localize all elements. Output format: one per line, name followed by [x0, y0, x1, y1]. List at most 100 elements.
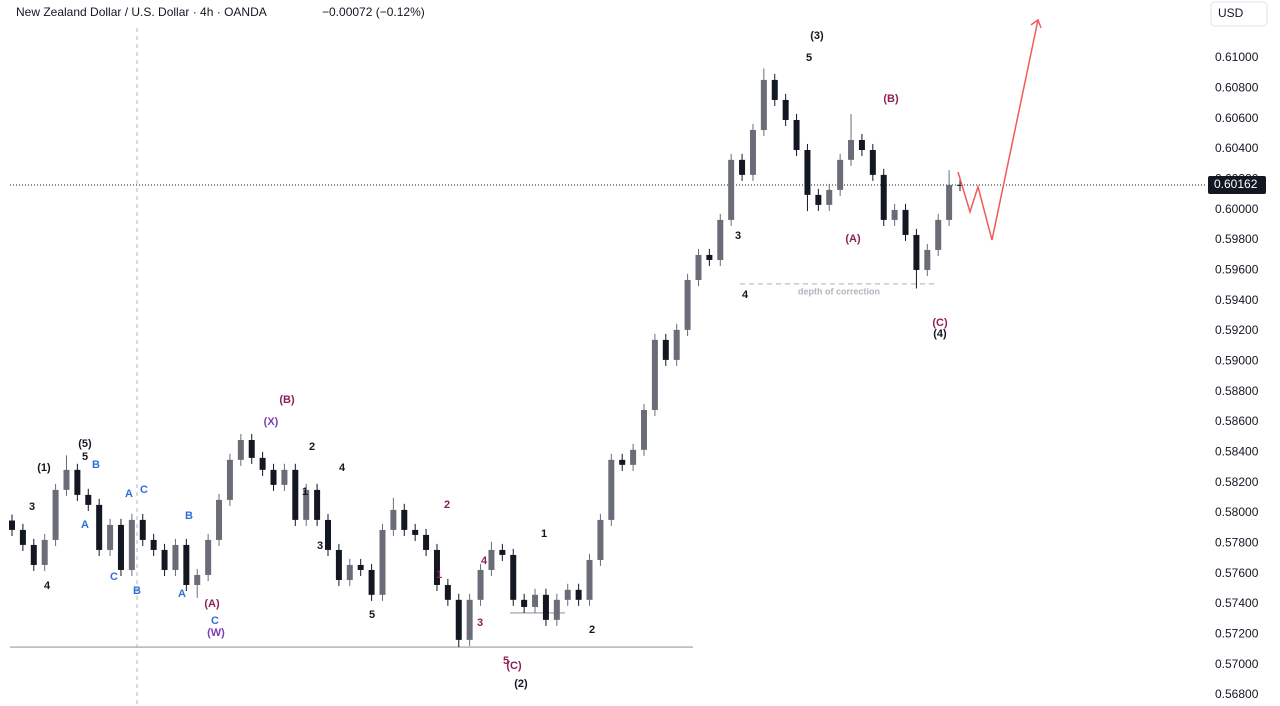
- wave-label: B: [133, 585, 141, 597]
- candle-body: [19, 529, 26, 545]
- candle-body: [532, 594, 539, 607]
- wave-label: C: [140, 484, 148, 496]
- wave-label: B: [92, 459, 100, 471]
- wave-label: 5: [369, 609, 375, 621]
- candle-body: [619, 459, 626, 465]
- candle-body: [575, 589, 582, 600]
- wave-label: (A): [845, 233, 861, 245]
- y-tick-label: 0.58200: [1215, 475, 1259, 489]
- candle-body: [684, 279, 691, 330]
- wave-label: 3: [317, 540, 323, 552]
- wave-label: (1): [37, 462, 51, 474]
- wave-label: 5: [806, 52, 812, 64]
- candle-body: [379, 529, 386, 595]
- wave-label: 4: [481, 555, 488, 567]
- candle-body: [237, 439, 244, 460]
- candle-body: [499, 549, 506, 555]
- candle-body: [433, 549, 440, 585]
- candle-body: [749, 129, 756, 175]
- candle-body: [488, 549, 495, 570]
- candle-body: [41, 539, 48, 565]
- candle-body: [292, 469, 299, 520]
- candle-body: [630, 449, 637, 465]
- candle-body: [30, 544, 37, 565]
- candle-body: [455, 599, 462, 640]
- candle-body: [553, 599, 560, 620]
- candle-body: [804, 149, 811, 195]
- wave-label: (C): [506, 660, 522, 672]
- wave-label: 2: [444, 499, 450, 511]
- wave-label: 2: [589, 624, 595, 636]
- candle-body: [205, 539, 212, 575]
- wave-label: 2: [309, 441, 315, 453]
- candle-body: [477, 569, 484, 600]
- y-tick-label: 0.59600: [1215, 262, 1259, 276]
- y-tick-label: 0.60400: [1215, 141, 1259, 155]
- candle-body: [216, 499, 223, 540]
- wave-label: (C): [932, 317, 948, 329]
- candle-body: [848, 139, 855, 160]
- candle-body: [858, 139, 865, 150]
- y-tick-label: 0.57800: [1215, 535, 1259, 549]
- wave-label: A: [81, 519, 89, 531]
- candle-body: [117, 524, 124, 570]
- candle-body: [9, 520, 15, 530]
- wave-label: (2): [514, 678, 528, 690]
- y-tick-label: 0.57400: [1215, 596, 1259, 610]
- candle-body: [510, 554, 517, 600]
- candle-body: [924, 249, 931, 270]
- y-tick-label: 0.61000: [1215, 50, 1259, 64]
- candle-body: [760, 79, 767, 130]
- candle-body: [880, 174, 887, 220]
- candle-body: [270, 469, 277, 485]
- candle-body: [303, 489, 310, 520]
- wave-label: (W): [207, 627, 225, 639]
- y-tick-label: 0.58800: [1215, 384, 1259, 398]
- candle-body: [902, 209, 909, 235]
- candle-body: [150, 539, 157, 550]
- candle-body: [52, 489, 59, 540]
- candle-body: [226, 459, 233, 500]
- candle-body: [706, 254, 713, 260]
- y-tick-label: 0.60800: [1215, 80, 1259, 94]
- candle-body: [259, 457, 266, 470]
- candle-body: [957, 184, 963, 186]
- candle-body: [346, 564, 353, 580]
- candle-body: [815, 194, 822, 205]
- wave-label: 1: [302, 486, 308, 498]
- currency[interactable]: USD: [1218, 6, 1244, 20]
- wave-label: C: [211, 615, 219, 627]
- candle-body: [139, 519, 146, 540]
- price-tag-label: 0.60162: [1214, 177, 1258, 191]
- candle-body: [586, 559, 593, 600]
- wave-label: (A): [204, 598, 220, 610]
- y-tick-label: 0.58600: [1215, 414, 1259, 428]
- wave-label: depth of correction: [798, 286, 880, 296]
- candle-body: [913, 234, 920, 270]
- price-change: −0.00072 (−0.12%): [322, 5, 425, 19]
- y-tick-label: 0.58000: [1215, 505, 1259, 519]
- candle-body: [325, 519, 331, 550]
- candle-body: [368, 569, 375, 595]
- wave-label: (4): [933, 328, 947, 340]
- currency-box[interactable]: [1210, 1, 1268, 27]
- candle-body: [74, 469, 81, 495]
- candle-body: [793, 119, 800, 150]
- candle-body: [183, 544, 190, 585]
- y-tick-label: 0.57600: [1215, 566, 1259, 580]
- candle-body: [85, 494, 92, 505]
- candle-body: [869, 149, 876, 175]
- y-tick-label: 0.60000: [1215, 202, 1259, 216]
- wave-label: 3: [477, 617, 483, 629]
- y-tick-label: 0.59200: [1215, 323, 1259, 337]
- candle-body: [335, 549, 342, 580]
- y-tick-label: 0.57000: [1215, 657, 1259, 671]
- projection-arrow: [1030, 18, 1042, 29]
- y-tick-label: 0.56800: [1215, 687, 1259, 701]
- wave-label: 4: [742, 289, 749, 301]
- price-tag: [1208, 176, 1266, 195]
- candle-body: [935, 219, 942, 250]
- candle-body: [662, 339, 669, 360]
